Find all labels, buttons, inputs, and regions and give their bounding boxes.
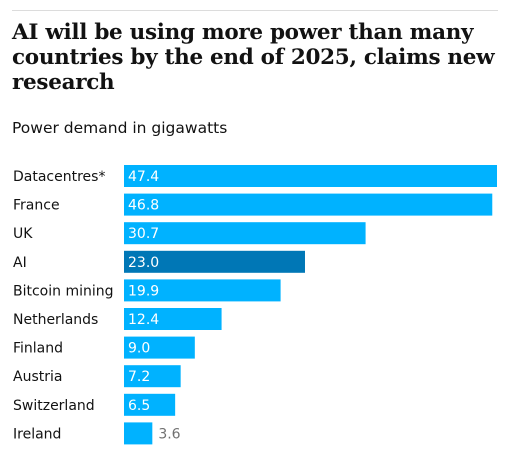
category-label-datacentres: Datacentres* xyxy=(13,169,105,185)
top-rule xyxy=(12,10,498,11)
value-label-ai: 23.0 xyxy=(128,255,159,271)
category-label-switzerland: Switzerland xyxy=(13,398,95,414)
bar-datacentres xyxy=(124,165,497,187)
value-label-ireland: 3.6 xyxy=(158,426,180,442)
category-label-ireland: Ireland xyxy=(13,426,61,442)
value-label-bitcoin-mining: 19.9 xyxy=(128,283,159,299)
bar-austria xyxy=(124,365,181,388)
category-label-ai: AI xyxy=(13,255,27,271)
value-label-netherlands: 12.4 xyxy=(128,312,159,328)
bar-ai xyxy=(124,250,305,273)
category-label-uk: UK xyxy=(13,226,33,242)
category-label-austria: Austria xyxy=(13,369,62,385)
bar-finland xyxy=(124,336,195,359)
bar-france xyxy=(124,193,493,216)
category-label-bitcoin-mining: Bitcoin mining xyxy=(13,283,114,299)
bar-uk xyxy=(124,222,366,245)
value-label-austria: 7.2 xyxy=(128,369,150,385)
value-label-datacentres: 47.4 xyxy=(128,169,159,185)
category-label-finland: Finland xyxy=(13,341,63,357)
value-label-france: 46.8 xyxy=(128,198,159,214)
chart-headline: AI will be using more power than many co… xyxy=(12,20,495,95)
bar-ireland xyxy=(124,422,153,445)
value-label-finland: 9.0 xyxy=(128,341,150,357)
chart-subtitle: Power demand in gigawatts xyxy=(12,119,228,137)
bar-bitcoin-mining xyxy=(124,279,281,302)
bar-switzerland xyxy=(124,393,176,416)
bar-netherlands xyxy=(124,308,222,330)
value-label-switzerland: 6.5 xyxy=(128,398,150,414)
category-label-france: France xyxy=(13,198,60,214)
value-label-uk: 30.7 xyxy=(128,226,159,242)
category-label-netherlands: Netherlands xyxy=(13,312,98,328)
